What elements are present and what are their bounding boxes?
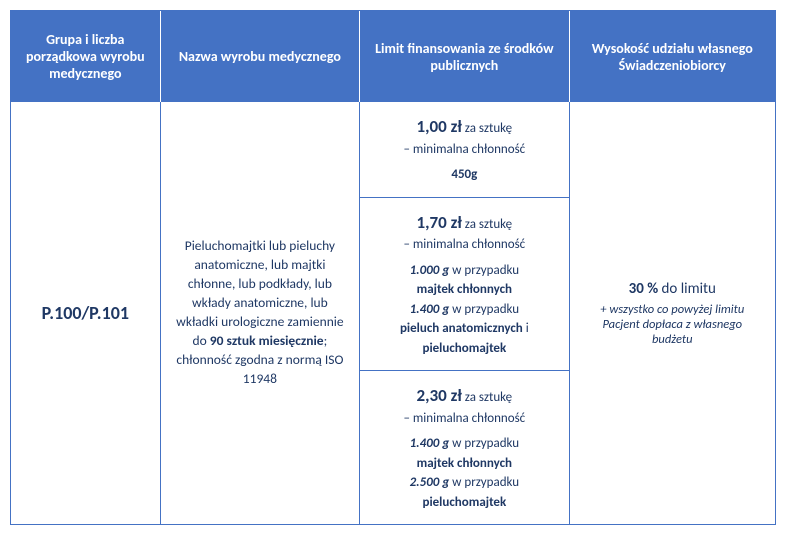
limit-details: 450g xyxy=(370,165,558,185)
finance-table: Grupa i liczba porządkowa wyrobu medyczn… xyxy=(10,10,776,525)
copay-main: 30 % do limitu xyxy=(582,280,763,298)
limit-price-line: 2,30 zł za sztukę xyxy=(370,383,558,409)
limit-cell-2: 2,30 zł za sztukę– minimalna chłonność1.… xyxy=(360,371,569,524)
limit-value: 450g xyxy=(451,167,477,182)
copay-cell: 30 % do limitu + wszystko co powyżej lim… xyxy=(570,102,775,524)
copay-sub: + wszystko co powyżej limitu Pacjent dop… xyxy=(582,302,763,347)
limit-price-line: 1,00 zł za sztukę xyxy=(370,114,558,140)
product-code-cell: P.100/P.101 xyxy=(11,102,161,524)
limit-price: 1,00 zł xyxy=(417,116,462,137)
limit-stack: 1,00 zł za sztukę– minimalna chłonność45… xyxy=(360,102,569,524)
limit-suffix: i xyxy=(523,321,529,336)
limit-value: majtek chłonnych xyxy=(417,282,512,297)
limit-per: za sztukę xyxy=(462,390,512,405)
limit-sublabel: – minimalna chłonność xyxy=(370,140,558,160)
limit-cell-0: 1,00 zł za sztukę– minimalna chłonność45… xyxy=(360,102,569,198)
limit-value: 2.500 g xyxy=(410,475,450,490)
table-row: P.100/P.101 Pieluchomajtki lub pieluchy … xyxy=(11,102,775,524)
limit-value: pieluchomajtek xyxy=(422,495,506,510)
header-copay: Wysokość udziału własnego Świadczeniobio… xyxy=(570,11,775,102)
copay-rest: do limitu xyxy=(658,280,716,298)
limit-details: 1.000 g w przypadku majtek chłonnych 1.40… xyxy=(370,261,558,359)
product-description-cell: Pieluchomajtki lub pieluchy anatomiczne,… xyxy=(161,102,361,524)
limit-value: pieluchomajtek xyxy=(422,341,506,356)
limit-value: pieluch anatomicznych xyxy=(400,321,523,336)
limit-cell-1: 1,70 zł za sztukę– minimalna chłonność1.… xyxy=(360,198,569,372)
limit-details: 1.400 g w przypadku majtek chłonnych 2.50… xyxy=(370,434,558,512)
header-name: Nazwa wyrobu medycznego xyxy=(161,11,360,102)
limit-per: za sztukę xyxy=(462,121,512,136)
limit-sublabel: – minimalna chłonność xyxy=(370,409,558,429)
limit-suffix: w przypadku xyxy=(449,436,519,451)
product-description: Pieluchomajtki lub pieluchy anatomiczne,… xyxy=(173,237,348,388)
product-code: P.100/P.101 xyxy=(42,302,129,324)
desc-bold: 90 sztuk miesięcznie xyxy=(210,332,324,349)
limit-price-line: 1,70 zł za sztukę xyxy=(370,210,558,236)
limit-value: majtek chłonnych xyxy=(417,456,512,471)
table-header-row: Grupa i liczba porządkowa wyrobu medyczn… xyxy=(11,11,775,102)
copay-percent: 30 % xyxy=(629,280,659,298)
limit-value: 1.000 g xyxy=(410,263,450,278)
limit-value: 1.400 g xyxy=(410,436,450,451)
limit-price: 1,70 zł xyxy=(417,212,462,233)
limit-suffix: w przypadku xyxy=(449,263,519,278)
limit-suffix: w przypadku xyxy=(449,302,519,317)
copay-content: 30 % do limitu + wszystko co powyżej lim… xyxy=(582,280,763,347)
header-group: Grupa i liczba porządkowa wyrobu medyczn… xyxy=(11,11,161,102)
header-limit: Limit finansowania ze środków publicznyc… xyxy=(360,11,569,102)
limit-per: za sztukę xyxy=(462,217,512,232)
limit-sublabel: – minimalna chłonność xyxy=(370,235,558,255)
limit-price: 2,30 zł xyxy=(417,385,462,406)
limit-value: 1.400 g xyxy=(410,302,450,317)
limit-suffix: w przypadku xyxy=(449,475,519,490)
